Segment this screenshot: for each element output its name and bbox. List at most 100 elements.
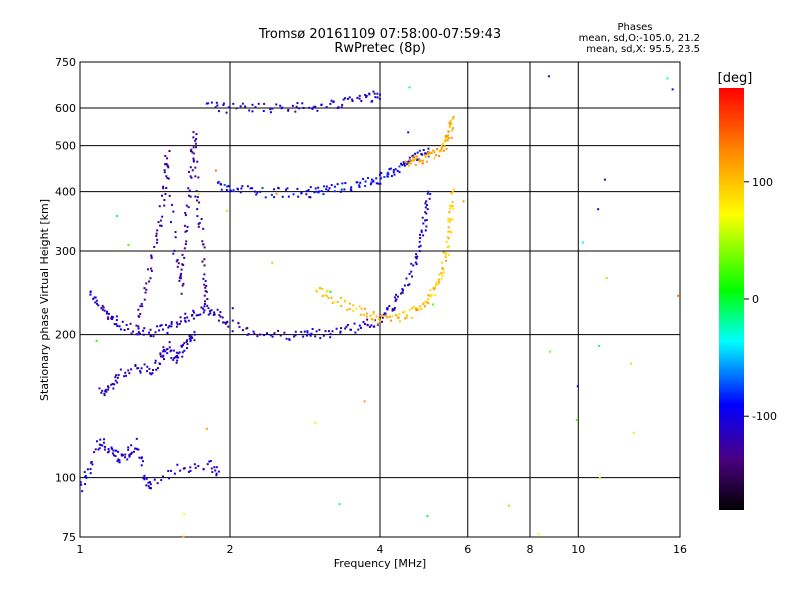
data-point [356, 181, 359, 184]
data-point [159, 352, 162, 355]
data-point [370, 324, 373, 327]
data-point [412, 159, 415, 162]
data-point [350, 186, 353, 189]
data-point [177, 262, 180, 265]
data-point [356, 96, 359, 99]
data-point [193, 311, 196, 314]
data-point [195, 190, 198, 193]
data-point [339, 330, 342, 333]
data-point [184, 312, 187, 315]
data-point [183, 224, 186, 227]
data-point [113, 323, 116, 326]
data-point [338, 503, 341, 506]
data-point [383, 175, 386, 178]
data-point [214, 169, 217, 172]
data-point [103, 445, 106, 448]
data-point [358, 185, 361, 188]
x-axis-label: Frequency [MHz] [334, 557, 426, 570]
data-point [666, 77, 669, 80]
data-point [424, 219, 427, 222]
plot-frame [79, 61, 681, 538]
data-point [207, 313, 210, 316]
data-point [327, 330, 330, 333]
data-point [371, 318, 374, 321]
data-point [427, 155, 430, 158]
data-point [369, 183, 372, 186]
data-point [227, 325, 230, 328]
data-point [169, 221, 172, 224]
colorbar [719, 88, 744, 510]
data-point [408, 308, 411, 311]
data-point [116, 376, 119, 379]
data-point [203, 309, 206, 312]
data-point [89, 468, 92, 471]
data-point [164, 323, 167, 326]
data-point [170, 322, 173, 325]
data-point [254, 106, 257, 109]
data-point [252, 330, 255, 333]
data-point [102, 306, 105, 309]
data-point [102, 441, 105, 444]
data-point [215, 101, 218, 104]
data-point [438, 273, 441, 276]
data-point [386, 308, 389, 311]
data-point [179, 277, 182, 280]
data-point [98, 447, 101, 450]
data-point [507, 504, 510, 507]
data-point [325, 185, 328, 188]
data-point [127, 446, 130, 449]
data-point [390, 175, 393, 178]
data-point [160, 194, 163, 197]
data-point [537, 533, 540, 536]
data-point [161, 355, 164, 358]
data-point [163, 171, 166, 174]
data-point [420, 153, 423, 156]
data-point [344, 327, 347, 330]
data-point [143, 298, 146, 301]
data-point [107, 447, 110, 450]
data-point [85, 476, 88, 479]
data-point [435, 154, 438, 157]
data-point [396, 169, 399, 172]
data-point [360, 307, 363, 310]
data-point [140, 302, 143, 305]
data-point [155, 232, 158, 235]
data-point [197, 193, 200, 196]
data-point [189, 195, 192, 198]
data-point [256, 191, 259, 194]
data-point [213, 466, 216, 469]
data-points [79, 75, 680, 538]
data-point [161, 328, 164, 331]
data-point [309, 334, 312, 337]
data-point [414, 152, 417, 155]
data-point [192, 317, 195, 320]
data-point [94, 448, 97, 451]
data-point [437, 282, 440, 285]
data-point [376, 96, 379, 99]
data-point [414, 261, 417, 264]
data-point [165, 175, 168, 178]
data-point [314, 187, 317, 190]
data-point [156, 229, 159, 232]
data-point [405, 161, 408, 164]
data-point [341, 103, 344, 106]
data-point [149, 372, 152, 375]
data-point [271, 107, 274, 110]
data-point [114, 455, 117, 458]
data-point [137, 333, 140, 336]
data-point [101, 389, 104, 392]
data-point [379, 182, 382, 185]
data-point [411, 155, 414, 158]
data-point [124, 371, 127, 374]
data-point [153, 245, 156, 248]
x-tick-label: 4 [377, 543, 384, 556]
data-point [189, 340, 192, 343]
data-point [336, 183, 339, 186]
data-point [150, 257, 153, 260]
data-point [225, 321, 228, 324]
data-point [210, 101, 213, 104]
data-point [431, 149, 434, 152]
data-point [239, 191, 242, 194]
data-point [426, 192, 429, 195]
data-point [154, 359, 157, 362]
